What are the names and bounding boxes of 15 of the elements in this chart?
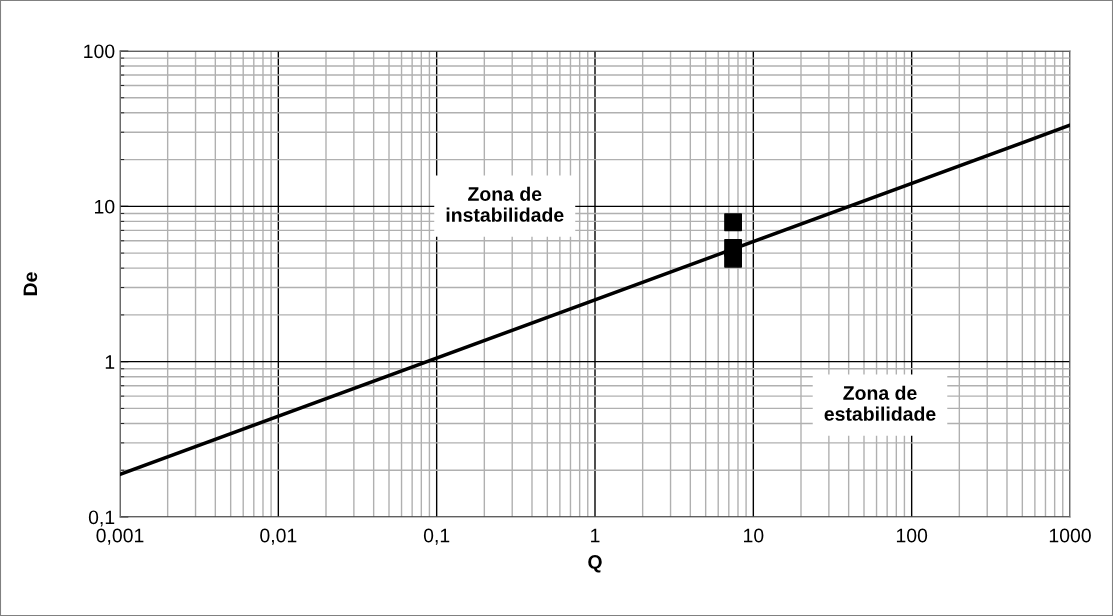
- x-tick-label: 1000: [1049, 528, 1091, 543]
- x-tick-label: 0,01: [260, 528, 297, 545]
- y-axis-title: De: [23, 272, 38, 296]
- x-tick-label: 0,1: [423, 528, 450, 545]
- x-tick-label: 10: [744, 528, 764, 543]
- y-tick-label: 10: [95, 199, 115, 214]
- annotation: Zona de instabilidade: [446, 186, 564, 222]
- x-tick-label: 1: [591, 528, 600, 543]
- y-tick-label: 1: [105, 355, 115, 369]
- x-tick-label: 100: [896, 528, 928, 543]
- y-tick-label: 0,1: [88, 510, 115, 527]
- annotation: Zona de estabilidade: [824, 385, 936, 421]
- x-tick-label: 0,001: [96, 528, 144, 545]
- x-axis-title: Q: [588, 555, 602, 573]
- y-tick-label: 100: [84, 44, 115, 59]
